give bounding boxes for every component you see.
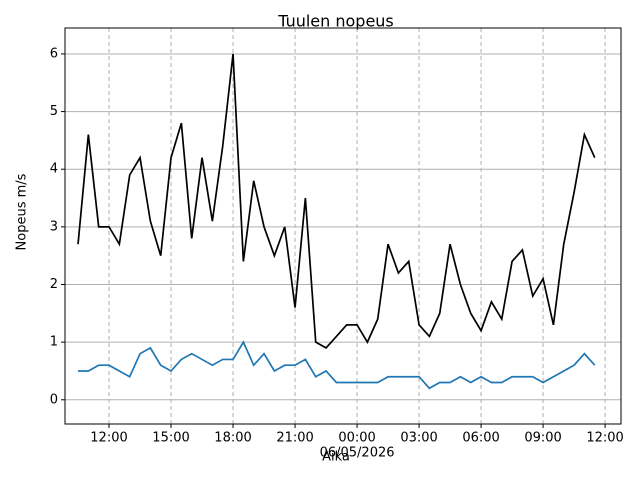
y-tick-label: 4 (50, 162, 58, 177)
x-tick-label: 00:00 (338, 431, 375, 446)
y-tick-label: 1 (50, 335, 58, 350)
x-tick-label: 15:00 (152, 431, 189, 446)
x-tick-label: 03:00 (400, 431, 437, 446)
x-tick-label: 21:00 (276, 431, 313, 446)
x-axis-label: Aika (322, 450, 350, 465)
x-tick-label: 18:00 (214, 431, 251, 446)
line (78, 340, 596, 390)
plot-frame (64, 27, 622, 425)
x-tick-label: 09:00 (524, 431, 561, 446)
y-axis-label: Nopeus m/s (15, 173, 30, 250)
y-tick-label: 0 (50, 392, 58, 407)
y-tick-label: 2 (50, 277, 58, 292)
line (77, 53, 596, 349)
y-tick-label: 3 (50, 219, 58, 234)
date-label: 06/05/2026 (320, 446, 395, 461)
x-tick-label: 06:00 (462, 431, 499, 446)
y-tick-label: 5 (50, 104, 58, 119)
x-tick-label: 12:00 (586, 431, 623, 446)
y-tick-label: 6 (50, 46, 58, 61)
x-tick-label: 12:00 (90, 431, 127, 446)
chart-title: Tuulen nopeus (277, 12, 394, 31)
